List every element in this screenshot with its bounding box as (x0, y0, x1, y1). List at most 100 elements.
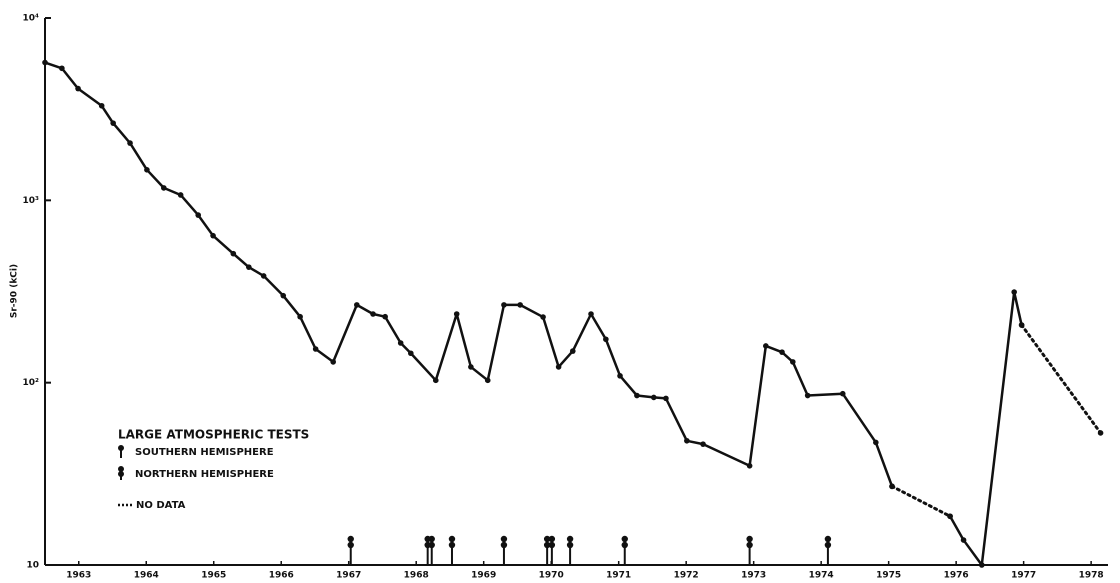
data-point (873, 439, 879, 446)
test-marker-part (448, 541, 456, 549)
data-point (453, 311, 460, 317)
test-marker-part (500, 541, 508, 549)
test-marker-part (347, 535, 354, 543)
data-point (746, 462, 753, 469)
legend-entry: NO DATA (136, 500, 186, 511)
data-point (663, 395, 669, 402)
data-point (354, 302, 360, 308)
data-point (330, 359, 336, 365)
x-tick-label: 1977 (1011, 571, 1036, 581)
x-tick-label: 1968 (404, 571, 429, 581)
series-line (43, 61, 1023, 567)
data-point (75, 85, 81, 92)
test-marker (566, 535, 574, 565)
x-tick-label: 1964 (134, 571, 159, 581)
y-tick-label: 10⁴ (23, 14, 40, 24)
test-marker-part (824, 541, 832, 549)
test-marker-part (566, 541, 574, 549)
data-point (432, 377, 439, 384)
test-marker (543, 535, 551, 565)
data-point (260, 273, 267, 279)
x-tick-label: 1978 (1079, 571, 1104, 581)
test-marker-part (621, 535, 628, 543)
test-marker-part (448, 535, 456, 543)
data-point (370, 311, 376, 317)
test-marker-part (548, 541, 556, 549)
data-point (517, 302, 523, 308)
data-point (700, 441, 706, 447)
data-point (1011, 289, 1017, 295)
test-marker-part (428, 535, 435, 543)
data-point (59, 65, 65, 72)
x-tick-label: 1967 (336, 571, 361, 581)
data-point (978, 562, 985, 568)
data-point (382, 313, 388, 320)
data-point (779, 349, 785, 355)
data-point (569, 348, 576, 354)
x-tick-label: 1970 (539, 571, 564, 581)
x-tick-label: 1966 (269, 571, 294, 581)
data-point (839, 390, 846, 397)
data-point (230, 250, 237, 257)
data-point (804, 392, 811, 399)
data-point (617, 373, 623, 379)
data-point (650, 394, 657, 401)
test-marker (500, 535, 508, 565)
test-marker-part (347, 541, 354, 549)
test-marker-part (621, 541, 628, 549)
test-marker-part (500, 535, 508, 543)
x-tick-label: 1972 (674, 571, 699, 581)
data-point (540, 314, 546, 320)
data-point (160, 185, 167, 191)
y-tick-label: 10² (23, 378, 40, 388)
test-marker (548, 535, 556, 565)
test-marker (621, 535, 628, 565)
data-point (98, 102, 105, 109)
x-tick-label: 1973 (741, 571, 766, 581)
test-marker (746, 535, 753, 565)
data-point (297, 313, 303, 320)
data-point (397, 340, 404, 346)
test-marker-part (548, 535, 556, 543)
data-point (210, 232, 216, 239)
data-point (468, 364, 474, 370)
test-marker (824, 535, 832, 565)
data-point (603, 336, 609, 343)
x-tick-label: 1965 (201, 571, 226, 581)
data-point (1097, 430, 1104, 436)
data-point (246, 264, 252, 270)
data-point (634, 392, 640, 399)
data-point (42, 59, 48, 66)
test-marker (347, 535, 354, 565)
data-point (110, 120, 116, 126)
x-tick-label: 1974 (809, 571, 834, 581)
data-point (684, 437, 690, 444)
data-point (555, 364, 562, 370)
legend-entry: SOUTHERN HEMISPHERE (135, 447, 274, 458)
data-point (177, 192, 184, 198)
data-point (960, 537, 967, 543)
data-point (280, 292, 287, 299)
test-marker-part (746, 535, 753, 543)
test-marker-part (428, 541, 435, 549)
data-point (127, 140, 133, 146)
y-tick-label: 10³ (23, 196, 40, 206)
data-point (588, 311, 594, 317)
x-tick-label: 1975 (876, 571, 901, 581)
data-point (501, 302, 507, 308)
data-point (195, 212, 202, 218)
x-tick-label: 1971 (606, 571, 631, 581)
test-marker (448, 535, 456, 565)
data-point (312, 346, 319, 352)
x-tick-label: 1976 (944, 571, 969, 581)
test-marker-part (746, 541, 753, 549)
test-marker (428, 535, 435, 565)
data-point (1018, 322, 1025, 328)
data-point (763, 343, 769, 349)
x-tick-label: 1969 (471, 571, 496, 581)
legend-icon (118, 445, 124, 480)
data-point (889, 483, 895, 490)
test-marker-part (566, 535, 574, 543)
y-axis-label: Sr-90 (kCi) (10, 264, 20, 318)
